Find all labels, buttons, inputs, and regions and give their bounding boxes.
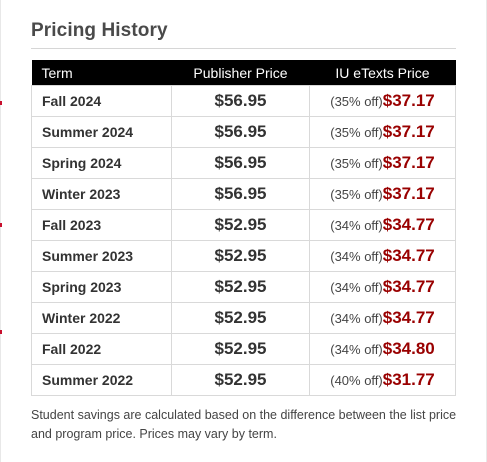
left-accent-mark	[0, 101, 2, 105]
discount-label: (34% off)	[330, 342, 383, 357]
header-iu-price: IU eTexts Price	[309, 60, 456, 86]
table-header-row: Term Publisher Price IU eTexts Price	[31, 60, 456, 86]
iu-price-value: $37.17	[382, 184, 435, 203]
left-accent-mark	[0, 330, 2, 334]
table-row: Summer 2024 $56.95 (35% off)$37.17	[31, 116, 456, 148]
iu-price-cell: (40% off)$31.77	[309, 364, 456, 396]
discount-label: (34% off)	[330, 280, 383, 295]
term-cell: Winter 2023	[31, 178, 172, 210]
term-cell: Summer 2024	[31, 116, 172, 148]
iu-price-value: $34.77	[382, 308, 435, 327]
discount-label: (35% off)	[330, 187, 383, 202]
term-cell: Spring 2023	[31, 271, 172, 303]
table-row: Summer 2023 $52.95 (34% off)$34.77	[31, 240, 456, 272]
discount-label: (35% off)	[330, 156, 383, 171]
iu-price-cell: (34% off)$34.80	[309, 333, 456, 365]
publisher-price-cell: $52.95	[171, 302, 310, 334]
iu-price-cell: (34% off)$34.77	[309, 271, 456, 303]
iu-price-cell: (34% off)$34.77	[309, 302, 456, 334]
header-term: Term	[31, 60, 172, 86]
pricing-table: Term Publisher Price IU eTexts Price Fal…	[31, 60, 456, 396]
iu-price-cell: (34% off)$34.77	[309, 209, 456, 241]
iu-price-value: $37.17	[382, 122, 435, 141]
table-row: Fall 2022 $52.95 (34% off)$34.80	[31, 333, 456, 365]
publisher-price-cell: $56.95	[171, 116, 310, 148]
term-cell: Winter 2022	[31, 302, 172, 334]
section-heading: Pricing History	[31, 20, 456, 49]
iu-price-cell: (34% off)$34.77	[309, 240, 456, 272]
table-row: Spring 2024 $56.95 (35% off)$37.17	[31, 147, 456, 179]
discount-label: (34% off)	[330, 311, 383, 326]
table-row: Winter 2023 $56.95 (35% off)$37.17	[31, 178, 456, 210]
table-row: Fall 2024 $56.95 (35% off)$37.17	[31, 85, 456, 117]
discount-label: (34% off)	[330, 249, 383, 264]
iu-price-cell: (35% off)$37.17	[309, 85, 456, 117]
iu-price-value: $34.80	[382, 339, 435, 358]
term-cell: Summer 2023	[31, 240, 172, 272]
iu-price-value: $37.17	[382, 91, 435, 110]
table-row: Summer 2022 $52.95 (40% off)$31.77	[31, 364, 456, 396]
iu-price-value: $34.77	[382, 277, 435, 296]
iu-price-cell: (35% off)$37.17	[309, 147, 456, 179]
table-row: Fall 2023 $52.95 (34% off)$34.77	[31, 209, 456, 241]
term-cell: Summer 2022	[31, 364, 172, 396]
left-accent-mark	[0, 223, 2, 227]
discount-label: (40% off)	[330, 373, 383, 388]
iu-price-cell: (35% off)$37.17	[309, 178, 456, 210]
left-divider	[0, 0, 1, 462]
term-cell: Fall 2022	[31, 333, 172, 365]
iu-price-cell: (35% off)$37.17	[309, 116, 456, 148]
term-cell: Spring 2024	[31, 147, 172, 179]
discount-label: (34% off)	[330, 218, 383, 233]
publisher-price-cell: $52.95	[171, 271, 310, 303]
discount-label: (35% off)	[330, 125, 383, 140]
table-row: Spring 2023 $52.95 (34% off)$34.77	[31, 271, 456, 303]
iu-price-value: $31.77	[382, 370, 435, 389]
term-cell: Fall 2024	[31, 85, 172, 117]
publisher-price-cell: $52.95	[171, 364, 310, 396]
iu-price-value: $34.77	[382, 215, 435, 234]
header-publisher-price: Publisher Price	[171, 60, 310, 86]
publisher-price-cell: $56.95	[171, 85, 310, 117]
publisher-price-cell: $52.95	[171, 333, 310, 365]
savings-note: Student savings are calculated based on …	[31, 408, 457, 441]
publisher-price-cell: $52.95	[171, 209, 310, 241]
publisher-price-cell: $56.95	[171, 178, 310, 210]
publisher-price-cell: $52.95	[171, 240, 310, 272]
discount-label: (35% off)	[330, 94, 383, 109]
term-cell: Fall 2023	[31, 209, 172, 241]
iu-price-value: $34.77	[382, 246, 435, 265]
iu-price-value: $37.17	[382, 153, 435, 172]
table-row: Winter 2022 $52.95 (34% off)$34.77	[31, 302, 456, 334]
publisher-price-cell: $56.95	[171, 147, 310, 179]
